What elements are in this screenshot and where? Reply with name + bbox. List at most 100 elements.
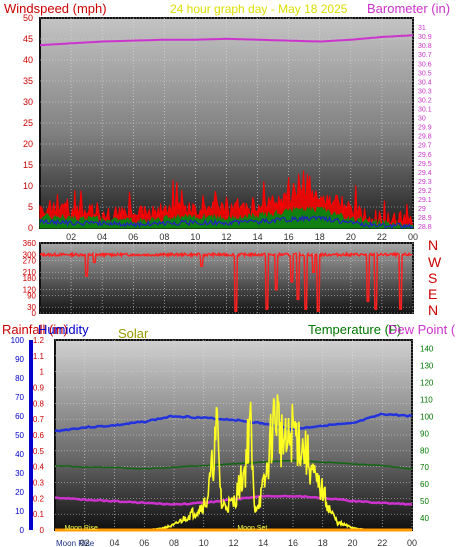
temperature-y-tick: 130 xyxy=(420,361,434,370)
humidity-y-tick: 50 xyxy=(15,431,24,440)
temperature-y-tick: 120 xyxy=(420,378,434,387)
direction-y-tick: 300 xyxy=(23,251,37,260)
barometer-y-tick: 29.1 xyxy=(418,197,432,204)
barometer-y-tick: 29.6 xyxy=(418,152,432,159)
barometer-y-tick: 30.9 xyxy=(418,34,432,41)
humidity-y-axis: 0 10 20 30 40 50 60 70 80 90 100 xyxy=(11,336,25,535)
moon-rise-axis-label: Moon Rise xyxy=(56,539,95,547)
barometer-y-tick: 30.7 xyxy=(418,52,432,59)
wind-x-tick: 22 xyxy=(377,232,387,242)
temperature-y-axis: 40 50 60 70 80 90 100 110 120 130 140 xyxy=(420,344,434,523)
wind-y-tick: 20 xyxy=(23,139,33,149)
rain-x-tick: 12 xyxy=(228,538,238,547)
temperature-y-tick: 100 xyxy=(420,412,434,421)
direction-y-tick: 120 xyxy=(23,286,37,295)
barometer-y-axis: 28.8 28.9 29 29.1 29.2 29.3 29.4 29.5 29.6 29.7 29… xyxy=(418,25,432,231)
rain-x-tick: 10 xyxy=(199,538,209,547)
barometer-series xyxy=(39,34,414,47)
rain-y-tick: 0.8 xyxy=(33,399,45,408)
wind-x-tick: 02 xyxy=(66,232,76,242)
rain-x-tick: 16 xyxy=(288,538,298,547)
solar-label: Solar xyxy=(118,326,149,341)
barometer-y-tick: 30.2 xyxy=(418,97,432,104)
direction-letter: E xyxy=(428,286,437,302)
humidity-y-tick: 10 xyxy=(15,507,24,516)
wind-min-line xyxy=(39,214,414,230)
barometer-y-tick: 28.8 xyxy=(418,224,432,231)
humidity-y-tick: 100 xyxy=(11,336,25,345)
wind-y-tick: 0 xyxy=(28,223,33,233)
temperature-y-tick: 40 xyxy=(420,514,429,523)
barometer-y-tick: 30.4 xyxy=(418,79,432,86)
rain-y-tick: 0.7 xyxy=(33,415,45,424)
wind-avg-area xyxy=(39,205,414,229)
direction-y-tick: 0 xyxy=(32,309,37,318)
wind-y-tick: 40 xyxy=(23,55,33,65)
direction-letter: N xyxy=(428,237,438,253)
chart-title: 24 hour graph day - May 18 2025 xyxy=(170,2,348,16)
rain-x-tick: 06 xyxy=(139,538,149,547)
temperature-y-tick: 50 xyxy=(420,497,429,506)
wind-y-tick: 5 xyxy=(28,202,33,212)
dew-point-label: Dew Point (F) xyxy=(388,322,456,337)
direction-y-tick: 360 xyxy=(23,239,37,248)
barometer-y-tick: 29.4 xyxy=(418,170,432,177)
rain-y-tick: 0.2 xyxy=(33,494,45,503)
direction-y-tick: 210 xyxy=(23,268,37,277)
rainfall-label: Rainfall (in) xyxy=(2,322,68,337)
moon-rise-label: Moon Rise xyxy=(64,525,98,532)
humidity-series xyxy=(54,412,413,433)
barometer-y-tick: 31 xyxy=(418,25,426,32)
wind-y-tick: 45 xyxy=(23,34,33,44)
rain-y-tick: 0.6 xyxy=(33,431,45,440)
rain-x-tick: 22 xyxy=(377,538,387,547)
wind-y-tick: 30 xyxy=(23,97,33,107)
wind-x-tick: 16 xyxy=(284,232,294,242)
humidity-label: Humidity xyxy=(38,322,89,337)
temperature-y-tick: 90 xyxy=(420,429,429,438)
direction-y-tick: 90 xyxy=(27,292,36,301)
wind-x-tick: 10 xyxy=(190,232,200,242)
rain-grid xyxy=(55,339,413,531)
wind-series xyxy=(39,170,414,230)
rain-y-tick: 0.9 xyxy=(33,384,45,393)
wind-y-axis: 0 5 10 15 20 25 30 35 40 45 50 xyxy=(23,13,33,233)
temperature-series xyxy=(54,459,413,470)
barometer-y-tick: 29.7 xyxy=(418,143,432,150)
direction-y-tick: 180 xyxy=(23,274,37,283)
temperature-y-tick: 60 xyxy=(420,480,429,489)
wind-x-tick: 20 xyxy=(346,232,356,242)
humidity-axis-bar xyxy=(29,340,33,530)
barometer-y-tick: 29.5 xyxy=(418,161,432,168)
direction-y-tick: 30 xyxy=(27,303,36,312)
rain-y-tick: 1.1 xyxy=(33,352,45,361)
humidity-y-tick: 0 xyxy=(20,526,25,535)
barometer-y-tick: 30.3 xyxy=(418,88,432,95)
rain-x-tick: 02 xyxy=(80,538,90,547)
humidity-y-tick: 80 xyxy=(15,374,24,383)
wind-y-tick: 10 xyxy=(23,181,33,191)
rain-x-tick: 20 xyxy=(347,538,357,547)
barometer-y-tick: 29 xyxy=(418,206,426,213)
temperature-y-tick: 140 xyxy=(420,344,434,353)
rain-y-tick: 0 xyxy=(40,526,45,535)
wind-y-tick: 35 xyxy=(23,76,33,86)
temperature-label: Temperature (F) xyxy=(308,322,401,337)
rain-y-tick: 1 xyxy=(40,368,45,377)
wind-x-axis: 02 04 06 08 10 12 14 16 18 20 22 00 xyxy=(66,232,418,242)
humidity-y-tick: 40 xyxy=(15,450,24,459)
direction-series xyxy=(39,250,413,312)
wind-x-tick: 12 xyxy=(221,232,231,242)
barometer-y-tick: 30 xyxy=(418,116,426,123)
barometer-y-tick: 28.9 xyxy=(418,215,432,222)
rain-y-tick: 0.4 xyxy=(33,463,45,472)
wind-x-tick: 00 xyxy=(408,232,418,242)
rain-x-tick: 00 xyxy=(407,538,417,547)
humidity-y-tick: 60 xyxy=(15,412,24,421)
rain-x-tick: 04 xyxy=(109,538,119,547)
barometer-y-tick: 30.5 xyxy=(418,70,432,77)
rain-x-tick: 08 xyxy=(169,538,179,547)
rain-x-tick: 14 xyxy=(258,538,268,547)
rain-y-tick: 0.3 xyxy=(33,479,45,488)
